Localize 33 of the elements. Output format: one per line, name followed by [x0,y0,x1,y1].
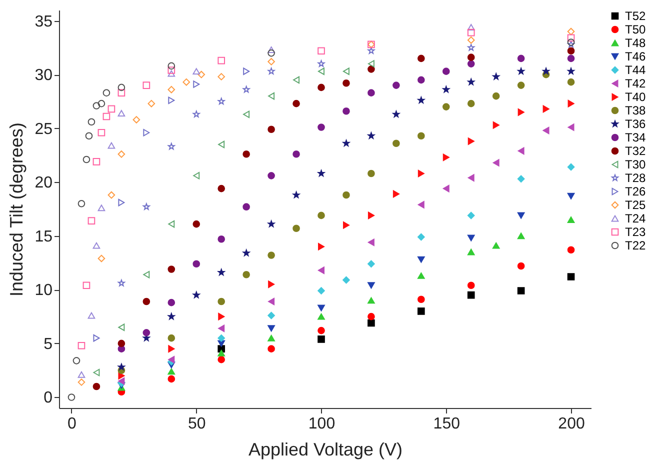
legend-label: T42 [625,76,646,90]
y-tick-label: 30 [34,67,53,84]
legend-label: T40 [625,90,646,104]
y-tick-label: 35 [34,13,53,30]
legend-label: T23 [625,225,646,239]
legend-label: T24 [625,212,646,226]
y-tick-label: 25 [34,120,53,138]
legend-label: T22 [625,238,646,252]
legend-label: T44 [625,63,646,77]
legend-label: T30 [625,158,646,172]
y-tick-label: 10 [34,282,53,300]
legend-label: T26 [625,184,646,198]
legend-label: T52 [625,9,646,23]
legend-label: T32 [625,144,646,158]
x-axis-title: Applied Voltage (V) [248,440,403,460]
x-tick-label: 100 [308,416,336,432]
x-tick-label: 200 [558,416,585,432]
legend-label: T36 [625,117,646,131]
legend-label: T50 [625,22,646,36]
y-tick-label: 0 [44,390,53,407]
legend-label: T25 [625,198,646,212]
legend-label: T38 [625,104,646,118]
legend-label: T34 [625,130,646,144]
legend-label: T48 [625,36,646,50]
x-tick-label: 50 [188,416,206,432]
y-tick-label: 20 [34,174,53,192]
legend-label: T28 [625,171,646,185]
x-tick-label: 150 [433,416,460,432]
legend-label: T46 [625,50,646,64]
y-tick-label: 15 [34,228,53,246]
y-tick-label: 5 [44,336,53,353]
x-tick-label: 0 [68,416,77,432]
y-axis-title: Induced Tilt (degrees) [6,122,27,297]
